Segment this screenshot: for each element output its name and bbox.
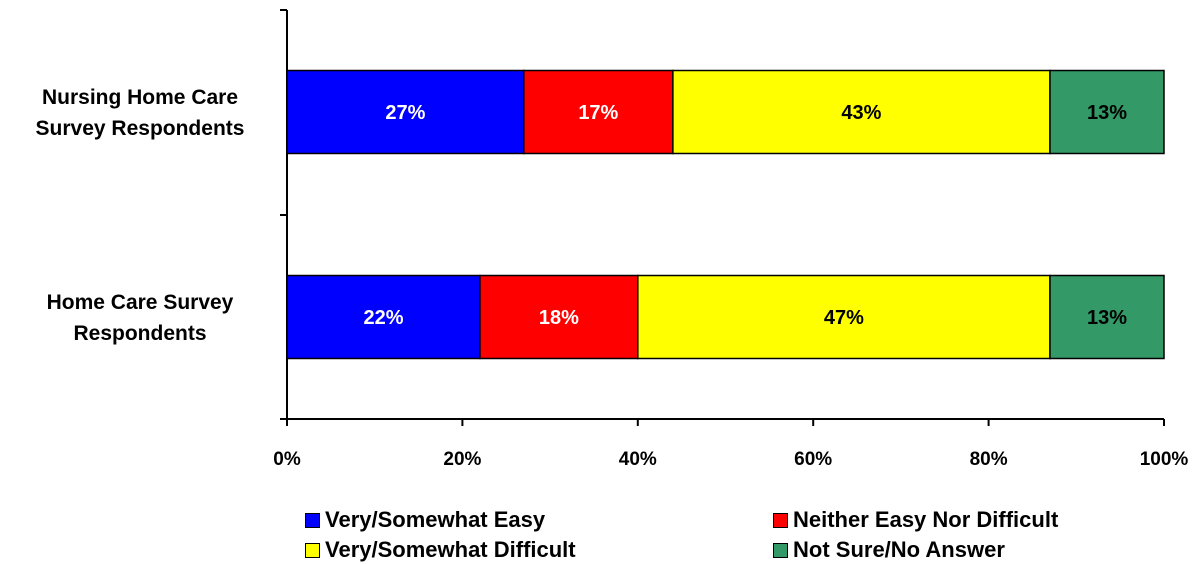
bar-segment [286, 274, 481, 360]
bar-segment [1049, 69, 1165, 155]
category-label: Nursing Home Care Survey Respondents [36, 86, 245, 140]
bar-segment [672, 69, 1051, 155]
bar-data-label: 43% [841, 102, 881, 124]
x-tick-label: 100% [1140, 449, 1189, 470]
bar-data-label: 47% [824, 307, 864, 329]
bar-data-label: 13% [1087, 307, 1127, 329]
bar-segment [637, 274, 1051, 360]
x-tick-label: 0% [273, 449, 301, 470]
bar-segment [479, 274, 639, 360]
bar-segment [1049, 274, 1165, 360]
category-label: Home Care Survey Respondents [47, 291, 234, 345]
bar-data-label: 18% [539, 307, 579, 329]
bar-data-label: 17% [578, 102, 618, 124]
bar-segment [523, 69, 674, 155]
bar-data-label: 22% [363, 307, 403, 329]
bar-data-label: 13% [1087, 102, 1127, 124]
bar-data-label: 27% [385, 102, 425, 124]
x-tick-label: 20% [443, 449, 481, 470]
x-tick-label: 60% [794, 449, 832, 470]
x-tick-label: 40% [619, 449, 657, 470]
bar-segment [286, 69, 525, 155]
x-tick-label: 80% [970, 449, 1008, 470]
